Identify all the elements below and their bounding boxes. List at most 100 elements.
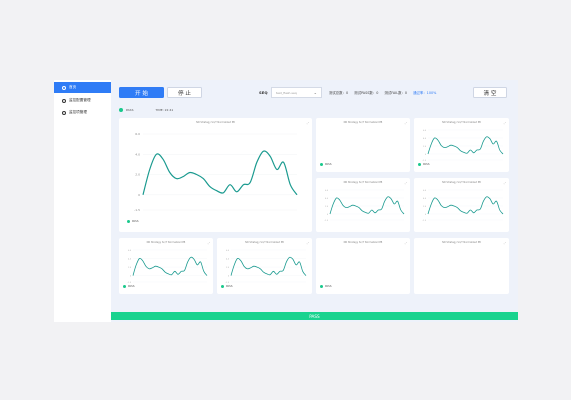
badge-text: PASS [325,163,332,166]
y-tick-label: 4.0 [325,198,329,200]
status-dot-icon [320,163,323,166]
chart-panel-6: NR Strategy Sn/T Normalized PB ⤢ 6.0 4.0 2… [119,238,213,294]
status-dot-icon [320,285,323,288]
seq-select[interactable]: test_flash.seq ⌄ [271,87,322,98]
y-tick-label: -1.5 [225,282,229,284]
sidebar-item-monitor-config[interactable]: 监控配置管理 [54,95,111,106]
start-button[interactable]: 开 始 [119,87,164,98]
expand-icon[interactable]: ⤢ [404,121,407,125]
sidebar-item-monitor-items[interactable]: 监控项管理 [54,107,111,118]
panel-title: NR Strategy Sn/T Normalized PB [442,121,481,124]
panel-badge: PASS [418,163,429,166]
panel-title: NR Strategy Sn/T Normalized PB [196,121,235,124]
chevron-down-icon: ⌄ [313,90,317,95]
y-tick-label: 2.0 [325,206,329,208]
sidebar-item-home[interactable]: 首页 [54,82,111,93]
series-line [142,150,298,196]
chart-panel-9: NR Strategy Sn/T Normalized PB ⤢ [414,238,509,294]
expand-icon[interactable]: ⤢ [306,241,309,245]
y-tick-label: 6.0 [226,250,230,252]
mini-line-chart: 6.0 4.0 2.0 0 -1.5 [127,250,208,284]
y-tick-label: 2.0 [423,206,427,208]
stat-rate: 通过率：100% [413,91,437,95]
status-dot-icon [127,220,130,223]
panel-badge: PASS [123,285,134,288]
settings-icon [62,98,66,103]
chart-panel-4: NR Strategy Sn/T Normalized PB ⤢ 6.0 4.0 2… [316,178,410,232]
expand-icon[interactable]: ⤢ [503,241,506,245]
chart-panel-main: NR Strategy Sn/T Normalized PB ⤢ 6.0 4.0 2… [119,118,312,232]
mini-line-chart: 6.0 4.0 2.0 0 -1.5 [324,190,405,222]
stop-button[interactable]: 停 止 [167,87,202,98]
panel-title: NR Strategy Sn/T Normalized PB [343,121,383,124]
clear-button[interactable]: 清 空 [473,87,507,98]
status-text: PASS [126,108,134,112]
time-text: TIME: 22:41 [155,108,174,112]
badge-text: PASS [423,163,430,166]
y-tick-label: 0 [130,275,132,277]
stat-pass: 测试PASS数：0 [354,91,379,95]
sidebar-item-label: 监控配置管理 [69,98,91,102]
panel-title: NR Strategy Sn/T Normalized PB [343,241,383,244]
y-tick-label: 6.0 [423,190,427,192]
series-line [427,196,504,215]
y-tick-label: 0 [425,214,427,216]
y-tick-label: 4.0 [226,258,230,260]
y-tick-label: 4.0 [423,138,427,140]
y-tick-label: 6.0 [128,250,132,252]
y-tick-label: 0 [425,154,427,156]
badge-text: PASS [325,285,332,288]
chart-panel-3: NR Strategy Sn/T Normalized PB ⤢ 6.0 4.0 2… [414,118,509,172]
y-tick-label: 6.0 [135,132,140,136]
y-tick-label: -1.5 [422,160,426,162]
expand-icon[interactable]: ⤢ [207,241,210,245]
expand-icon[interactable]: ⤢ [306,121,309,125]
panel-badge: PASS [127,220,138,223]
stat-fail: 测试FAIL数：0 [384,91,408,95]
stats-bar: 测试总数：0 测试PASS数：0 测试FAIL数：0 通过率：100% [329,90,441,95]
expand-icon[interactable]: ⤢ [503,181,506,185]
status-dot-icon [119,108,123,112]
sidebar-item-label: 首页 [69,85,77,89]
y-tick-label: 2.0 [226,267,230,269]
expand-icon[interactable]: ⤢ [503,121,506,125]
y-tick-label: 2.0 [423,146,427,148]
y-tick-label: 6.0 [423,130,427,132]
mini-line-chart: 6.0 4.0 2.0 0 -1.5 [225,250,307,284]
chart-panel-8: NR Strategy Sn/T Normalized PB ⤢ PASS [316,238,410,294]
chart-panel-5: NR Strategy Sn/T Normalized PB ⤢ 6.0 4.0 2… [414,178,509,232]
main-line-chart: 6.0 4.0 2.0 0 -1.5 [134,132,298,212]
stat-total: 测试总数：0 [329,91,349,95]
y-tick-label: 4.0 [423,198,427,200]
y-tick-label: 0 [228,275,230,277]
series-line [132,256,208,276]
pass-status-bar: PASS [111,312,518,320]
series-line [230,256,307,276]
app-window: 首页 监控配置管理 监控项管理 开 始 停 止 SEQ test_flash.s… [54,80,518,322]
mini-line-chart: 6.0 4.0 2.0 0 -1.5 [422,130,504,162]
status-row: PASS TIME: 22:41 [119,108,173,112]
badge-text: PASS [226,285,233,288]
y-tick-label: 4.0 [128,258,132,260]
panel-title: NR Strategy Sn/T Normalized PB [245,241,284,244]
status-dot-icon [123,285,126,288]
y-tick-label: -1.5 [422,220,426,222]
y-tick-label: 0 [138,193,140,197]
expand-icon[interactable]: ⤢ [404,241,407,245]
series-line [427,136,504,155]
y-tick-label: -1.5 [127,282,131,284]
y-tick-label: -1.5 [134,208,140,212]
panel-title: NR Strategy Sn/T Normalized PB [442,181,481,184]
home-icon [62,85,66,90]
panel-badge: PASS [320,285,331,288]
status-dot-icon [418,163,421,166]
expand-icon[interactable]: ⤢ [404,181,407,185]
seq-label: SEQ [259,90,268,95]
y-tick-label: 2.0 [135,173,140,177]
y-tick-label: 4.0 [135,152,140,156]
panel-title: NR Strategy Sn/T Normalized PB [146,241,186,244]
y-tick-label: 2.0 [128,267,132,269]
seq-value: test_flash.seq [276,90,297,95]
panel-badge: PASS [320,163,331,166]
list-icon [62,110,66,115]
